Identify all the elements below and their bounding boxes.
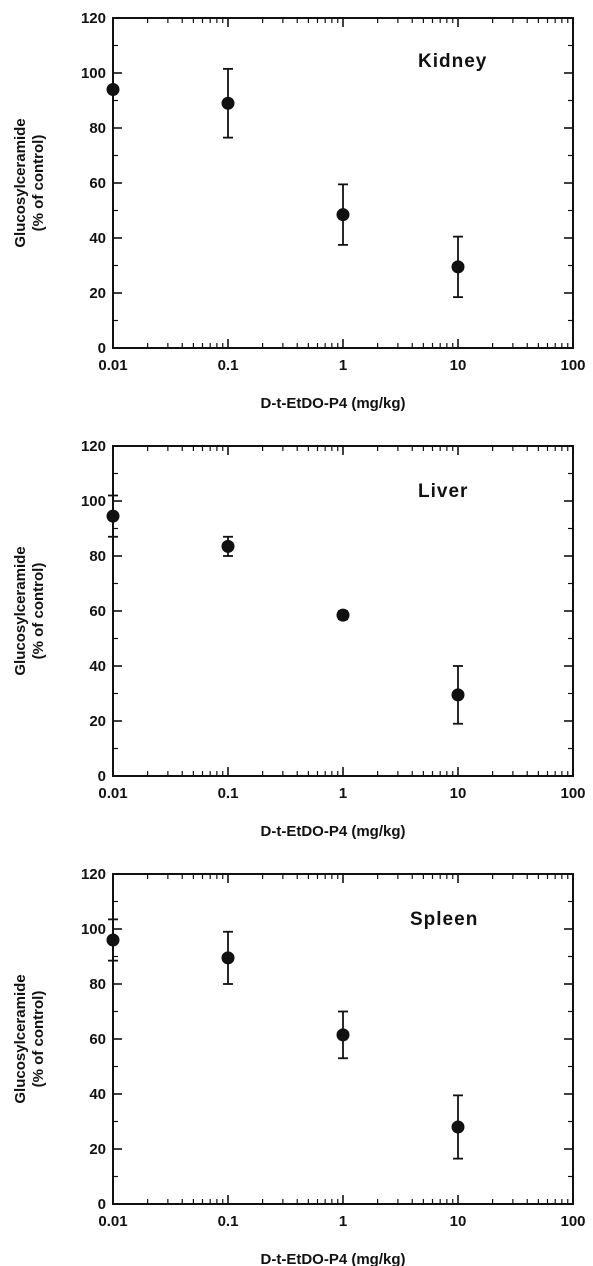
plot-area-liver: 0.01 0.1 1 10 100 0 20 40 60 80 100 120 Glucosylcera…	[12, 438, 586, 840]
y-tick-label: 60	[89, 175, 106, 192]
y-axis-title-line: Glucosylceramide	[12, 118, 29, 247]
x-tick-label: 100	[560, 785, 585, 802]
panel-label-liver: Liver	[418, 481, 468, 502]
y-tick-label: 40	[89, 658, 106, 675]
x-tick-label: 0.1	[218, 1213, 239, 1230]
y-axis-title-line: (% of control)	[30, 991, 47, 1088]
x-tick-label: 0.01	[98, 357, 127, 374]
data-point	[221, 96, 235, 110]
chart-panel-kidney: 0.01 0.1 1 10 100 0 20 40 60 80 100 120 Glucosylcera…	[0, 0, 593, 422]
y-tick-label: 100	[81, 65, 106, 82]
x-tick-label: 1	[339, 785, 347, 802]
x-axis-title: D-t-EtDO-P4 (mg/kg)	[261, 395, 406, 412]
chart-svg-kidney: 0.01 0.1 1 10 100 0 20 40 60 80 100 120 Glucosylcera…	[12, 10, 586, 412]
x-tick-label: 10	[450, 1213, 467, 1230]
x-tick-label: 100	[560, 1213, 585, 1230]
y-axis-title-line: Glucosylceramide	[12, 546, 29, 675]
y-tick-label: 100	[81, 921, 106, 938]
data-point	[451, 688, 465, 702]
y-tick-label: 20	[89, 285, 106, 302]
chart-panel-liver: 0.01 0.1 1 10 100 0 20 40 60 80 100 120 Glucosylcera…	[0, 428, 593, 850]
data-point	[106, 83, 120, 96]
x-tick-label: 10	[450, 785, 467, 802]
chart-panel-spleen: 0.01 0.1 1 10 100 0 20 40 60 80 100 120 Glucosylcera…	[0, 856, 593, 1266]
y-axis-title-line: Glucosylceramide	[12, 974, 29, 1103]
y-tick-label: 100	[81, 493, 106, 510]
chart-svg-spleen: 0.01 0.1 1 10 100 0 20 40 60 80 100 120 Glucosylcera…	[12, 866, 586, 1266]
x-tick-label: 100	[560, 357, 585, 374]
y-tick-label: 60	[89, 603, 106, 620]
y-tick-label: 0	[98, 340, 106, 357]
data-point	[106, 509, 120, 523]
y-tick-label: 120	[81, 438, 106, 455]
chart-svg-liver: 0.01 0.1 1 10 100 0 20 40 60 80 100 120 Glucosylcera…	[12, 438, 586, 840]
data-point	[106, 933, 120, 947]
data-point	[221, 951, 235, 965]
x-tick-label: 0.1	[218, 357, 239, 374]
y-tick-label: 40	[89, 230, 106, 247]
y-tick-label: 80	[89, 976, 106, 993]
data-point	[336, 608, 350, 622]
y-tick-label: 20	[89, 1141, 106, 1158]
y-tick-label: 80	[89, 120, 106, 137]
plot-area-spleen: 0.01 0.1 1 10 100 0 20 40 60 80 100 120 Glucosylcera…	[12, 866, 586, 1266]
x-tick-label: 1	[339, 357, 347, 374]
x-axis-title: D-t-EtDO-P4 (mg/kg)	[261, 1251, 406, 1266]
x-tick-label: 0.01	[98, 785, 127, 802]
plot-frame-kidney	[112, 17, 574, 349]
x-tick-label: 0.01	[98, 1213, 127, 1230]
y-axis-title-line: (% of control)	[30, 135, 47, 232]
data-point	[336, 208, 350, 222]
y-tick-label: 60	[89, 1031, 106, 1048]
y-tick-label: 40	[89, 1086, 106, 1103]
plot-area-kidney: 0.01 0.1 1 10 100 0 20 40 60 80 100 120 Glucosylcera…	[12, 10, 586, 412]
panel-label-kidney: Kidney	[418, 51, 487, 72]
x-axis-title: D-t-EtDO-P4 (mg/kg)	[261, 823, 406, 840]
data-point	[336, 1028, 350, 1042]
y-axis-title-line: (% of control)	[30, 563, 47, 660]
panel-label-spleen: Spleen	[410, 909, 478, 930]
x-tick-label: 1	[339, 1213, 347, 1230]
y-tick-label: 0	[98, 768, 106, 785]
y-tick-label: 0	[98, 1196, 106, 1213]
y-tick-label: 80	[89, 548, 106, 565]
y-tick-label: 120	[81, 866, 106, 883]
y-tick-label: 120	[81, 10, 106, 27]
data-point	[451, 260, 465, 274]
data-point	[451, 1120, 465, 1134]
y-tick-label: 20	[89, 713, 106, 730]
data-point	[221, 539, 235, 553]
x-tick-label: 10	[450, 357, 467, 374]
x-tick-label: 0.1	[218, 785, 239, 802]
